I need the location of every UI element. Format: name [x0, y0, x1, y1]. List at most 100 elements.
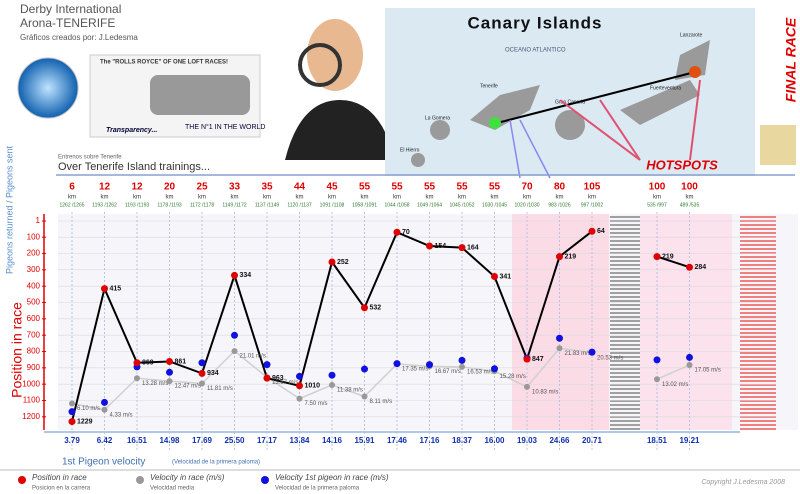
position-value-label: 70 [402, 229, 410, 236]
velocity-point [556, 345, 563, 352]
position-value-label: 532 [370, 305, 382, 312]
returned-label: 489 /535 [680, 202, 700, 208]
velocity-point [231, 348, 238, 355]
returned-label: 1193 /1193 [125, 202, 150, 208]
first-velocity-label: 25.50 [224, 436, 245, 445]
velocity-label-es: (Velocidad de la primera paloma) [172, 460, 260, 466]
copyright: Copyright J.Ledesma 2008 [701, 479, 785, 486]
hotspot-arrow [599, 99, 641, 161]
y-tick-label: 500 [27, 298, 41, 307]
first-velocity-point [231, 331, 238, 339]
island [430, 120, 450, 140]
first-velocity-point [361, 365, 368, 373]
position-point [166, 357, 173, 365]
velocity-point [296, 395, 303, 402]
position-value-label: 341 [500, 273, 512, 280]
position-point [686, 263, 693, 271]
first-velocity-label: 15.91 [354, 436, 375, 445]
first-velocity-point [68, 408, 76, 416]
first-velocity-label: 16.51 [127, 436, 148, 445]
velocity-value-label: 7.50 m/s [305, 401, 328, 407]
ad-car [150, 75, 250, 115]
first-velocity-label: 20.71 [582, 436, 603, 445]
returned-label: 1172 /1178 [190, 202, 215, 208]
distance-unit: km [166, 195, 174, 201]
returned-label: 1137 /1149 [255, 202, 280, 208]
position-value-label: 219 [565, 253, 577, 260]
velocity-point [101, 406, 108, 413]
distance-unit: km [393, 195, 401, 201]
first-velocity-point [393, 360, 401, 368]
first-velocity-label: 14.98 [159, 436, 180, 445]
first-velocity-point [588, 348, 596, 356]
velocity-value-label: 21.83 m/s [565, 351, 591, 357]
distance-unit: km [296, 195, 304, 201]
position-value-label: 1229 [77, 418, 93, 425]
position-value-label: 1010 [305, 383, 321, 390]
position-point [198, 369, 206, 377]
position-point [101, 285, 108, 293]
finish-point [489, 117, 501, 129]
velocity-point [524, 383, 530, 390]
position-value-label: 847 [532, 356, 544, 363]
final-zone [512, 214, 609, 430]
distance-label: 44 [294, 182, 306, 193]
hotspots-label: HOTSPOTS [646, 157, 718, 172]
position-value-label: 219 [662, 253, 674, 260]
first-velocity-label: 17.16 [419, 436, 440, 445]
credit: Gráficos creados por: J.Ledesma [20, 33, 138, 42]
first-velocity-point [296, 372, 303, 380]
island [555, 110, 585, 140]
velocity-value-label: 11.81 m/s [207, 386, 233, 392]
returned-label: 1045 /1052 [449, 202, 474, 208]
returned-label: 1044 /1058 [384, 202, 409, 208]
velocity-label: 1st Pigeon velocity [62, 457, 145, 468]
logo-globe [17, 57, 79, 119]
distance-unit: km [426, 195, 434, 201]
man-head [307, 19, 363, 91]
legend-label-es: Posicion en la carrera [32, 486, 91, 492]
distance-unit: km [458, 195, 466, 201]
legend-swatch [261, 476, 269, 484]
island-label: Lanzarote [680, 32, 702, 38]
velocity-value-label: 13.02 m/s [662, 382, 688, 388]
velocity-point [459, 363, 465, 370]
legend-swatch [18, 476, 26, 484]
distance-label: 6 [69, 182, 75, 193]
y-tick-label: 400 [27, 281, 41, 290]
first-velocity-label: 6.42 [97, 436, 113, 445]
distance-label: 55 [359, 182, 371, 193]
velocity-point [686, 362, 693, 369]
returned-label: 1020 /1030 [514, 202, 539, 208]
subtitle: Arona-TENERIFE [20, 16, 115, 30]
returned-label: 1178 /1193 [157, 202, 182, 208]
position-point [263, 374, 271, 382]
distance-label: 55 [456, 182, 468, 193]
legend-label: Velocity in race (m/s) [150, 473, 225, 482]
position-point [393, 228, 401, 236]
y-axis-label: Position in race [9, 302, 25, 398]
first-velocity-label: 19.03 [517, 436, 538, 445]
velocity-value-label: 17.35 m/s [402, 367, 428, 373]
returned-label: 983 /1026 [548, 202, 570, 208]
distance-label: 80 [554, 182, 566, 193]
returned-label: 1149 /1172 [222, 202, 247, 208]
position-value-label: 64 [597, 228, 605, 235]
first-velocity-label: 16.00 [484, 436, 505, 445]
distance-label: 55 [489, 182, 501, 193]
first-velocity-label: 17.46 [387, 436, 408, 445]
velocity-point [69, 400, 75, 407]
position-value-label: 861 [175, 358, 187, 365]
map-title: Canary Islands [468, 13, 603, 32]
y-tick-label: 700 [27, 330, 41, 339]
distance-unit: km [231, 195, 239, 201]
velocity-value-label: 15.28 m/s [500, 374, 526, 380]
distance-unit: km [588, 195, 596, 201]
y-tick-label: 600 [27, 314, 41, 323]
position-point [296, 382, 303, 390]
hotspot-arrow [689, 79, 701, 161]
first-velocity-point [653, 356, 661, 364]
training-arrow [519, 119, 551, 179]
position-point [361, 304, 368, 312]
distance-label: 35 [261, 182, 273, 193]
